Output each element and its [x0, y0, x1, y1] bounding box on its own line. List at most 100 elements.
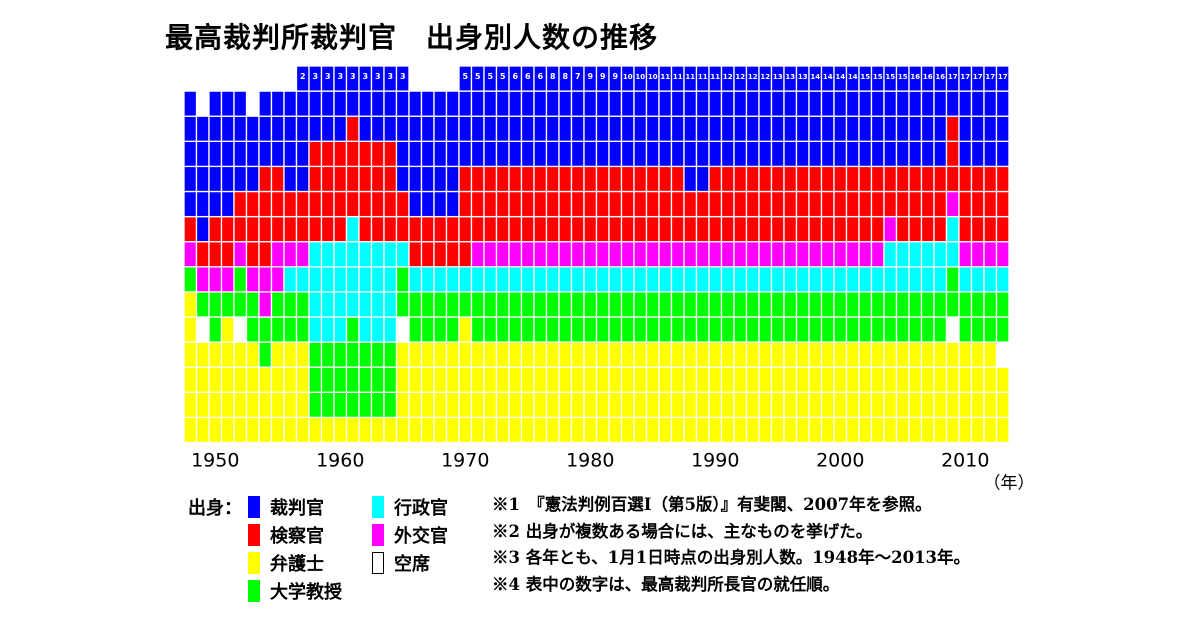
cell-judge-1975: [520, 140, 535, 168]
annotation-2011: 17: [973, 73, 983, 81]
cell-lawyer-1948: [183, 341, 198, 368]
cell-prosecutor-1959: [320, 215, 335, 243]
cell-lawyer-1987: [670, 341, 685, 368]
cell-lawyer-1965: [395, 366, 410, 393]
cell-judge-1969: [445, 115, 460, 142]
cell-diplomat-1982: [608, 241, 623, 268]
cell-diplomat-1996: [783, 241, 798, 268]
legend-label-vacant: 空席: [394, 554, 430, 575]
cell-prosecutor-1986: [658, 215, 673, 243]
cell-lawyer-1956: [283, 341, 298, 368]
cell-judge-1980: [583, 90, 598, 117]
cell-lawyer-1988: [683, 416, 698, 444]
cell-lawyer-1948: [183, 291, 198, 318]
cell-lawyer-1999: [820, 341, 835, 368]
cell-lawyer-2011: [970, 391, 985, 419]
annotation-1974: 6: [512, 72, 518, 81]
cell-lawyer-1988: [683, 341, 698, 368]
cell-judge-1950: [208, 165, 223, 193]
cell-professor-1993: [745, 291, 760, 318]
cell-professor-2006: [908, 316, 923, 343]
cell-judge-1960: [333, 90, 348, 117]
annotation-1949: 1: [200, 72, 206, 81]
cell-professor-1964: [383, 341, 398, 368]
cell-lawyer-1948: [183, 416, 198, 444]
annotation-2005: 15: [898, 73, 908, 81]
cell-prosecutor-1958: [308, 215, 323, 243]
cell-judge-2013: [995, 65, 1010, 92]
cell-prosecutor-1966: [408, 215, 423, 243]
cell-judge-2004: [883, 115, 898, 142]
cell-prosecutor-1994: [758, 215, 773, 243]
cell-admin-1993: [745, 266, 760, 293]
cell-lawyer-1968: [433, 366, 448, 393]
annotation-1980: 9: [587, 72, 593, 81]
cell-lawyer-1956: [283, 366, 298, 393]
cell-professor-1973: [495, 291, 510, 318]
cell-professor-1996: [783, 316, 798, 343]
cell-judge-1982: [608, 90, 623, 117]
cell-judge-1978: [558, 90, 573, 117]
cell-judge-1949: [195, 165, 210, 193]
cell-admin-1987: [670, 266, 685, 293]
annotation-1971: 5: [475, 72, 481, 81]
cell-lawyer-1994: [758, 366, 773, 393]
cell-professor-1961: [345, 316, 360, 343]
cell-professor-1974: [508, 316, 523, 343]
cell-prosecutor-1986: [658, 190, 673, 218]
cell-judge-2012: [983, 140, 998, 168]
cell-professor-1962: [358, 391, 373, 419]
cell-judge-2006: [908, 115, 923, 142]
cell-lawyer-1983: [620, 366, 635, 393]
cell-lawyer-1977: [545, 366, 560, 393]
cell-professor-2007: [920, 291, 935, 318]
cell-professor-1950: [208, 291, 223, 318]
cell-prosecutor-1959: [320, 140, 335, 168]
cell-lawyer-2009: [945, 341, 960, 368]
cell-professor-1965: [395, 266, 410, 293]
cell-admin-1975: [520, 266, 535, 293]
annotation-1973: 5: [500, 72, 506, 81]
cell-professor-2009: [945, 266, 960, 293]
cell-lawyer-2010: [958, 391, 973, 419]
cell-prosecutor-1970: [458, 241, 473, 268]
cell-professor-1961: [345, 341, 360, 368]
annotation-1972: 5: [487, 72, 493, 81]
annotation-1951: 2: [225, 72, 231, 81]
cell-professor-1981: [595, 291, 610, 318]
cell-prosecutor-1960: [333, 140, 348, 168]
cell-judge-1951: [220, 165, 235, 193]
cell-diplomat-1981: [595, 241, 610, 268]
cell-prosecutor-1954: [258, 241, 273, 268]
cell-prosecutor-1996: [783, 190, 798, 218]
cell-prosecutor-1998: [808, 165, 823, 193]
cell-lawyer-1983: [620, 341, 635, 368]
cell-lawyer-2000: [833, 416, 848, 444]
cell-lawyer-1956: [283, 416, 298, 444]
cell-lawyer-1954: [258, 366, 273, 393]
cell-admin-1999: [820, 266, 835, 293]
cell-judge-1999: [820, 90, 835, 117]
x-tick-1970: 1970: [441, 450, 489, 472]
cell-admin-1969: [445, 266, 460, 293]
cell-judge-1957: [295, 90, 310, 117]
cell-prosecutor-1957: [295, 190, 310, 218]
cell-prosecutor-1982: [608, 165, 623, 193]
cell-lawyer-2005: [895, 366, 910, 393]
cell-lawyer-1990: [708, 416, 723, 444]
cell-admin-1958: [308, 316, 323, 343]
legend-item-admin: 行政官: [372, 494, 448, 520]
cell-prosecutor-1973: [495, 215, 510, 243]
cell-professor-1991: [720, 291, 735, 318]
annotation-1956: 2: [287, 72, 293, 81]
cell-professor-1965: [395, 291, 410, 318]
cell-judge-1949: [195, 140, 210, 168]
cell-prosecutor-1967: [420, 241, 435, 268]
cell-judge-2001: [845, 90, 860, 117]
cell-lawyer-1996: [783, 341, 798, 368]
cell-judge-1948: [183, 140, 198, 168]
cell-admin-1960: [333, 291, 348, 318]
cell-lawyer-1972: [483, 391, 498, 419]
cell-lawyer-1990: [708, 341, 723, 368]
cell-diplomat-1987: [670, 241, 685, 268]
